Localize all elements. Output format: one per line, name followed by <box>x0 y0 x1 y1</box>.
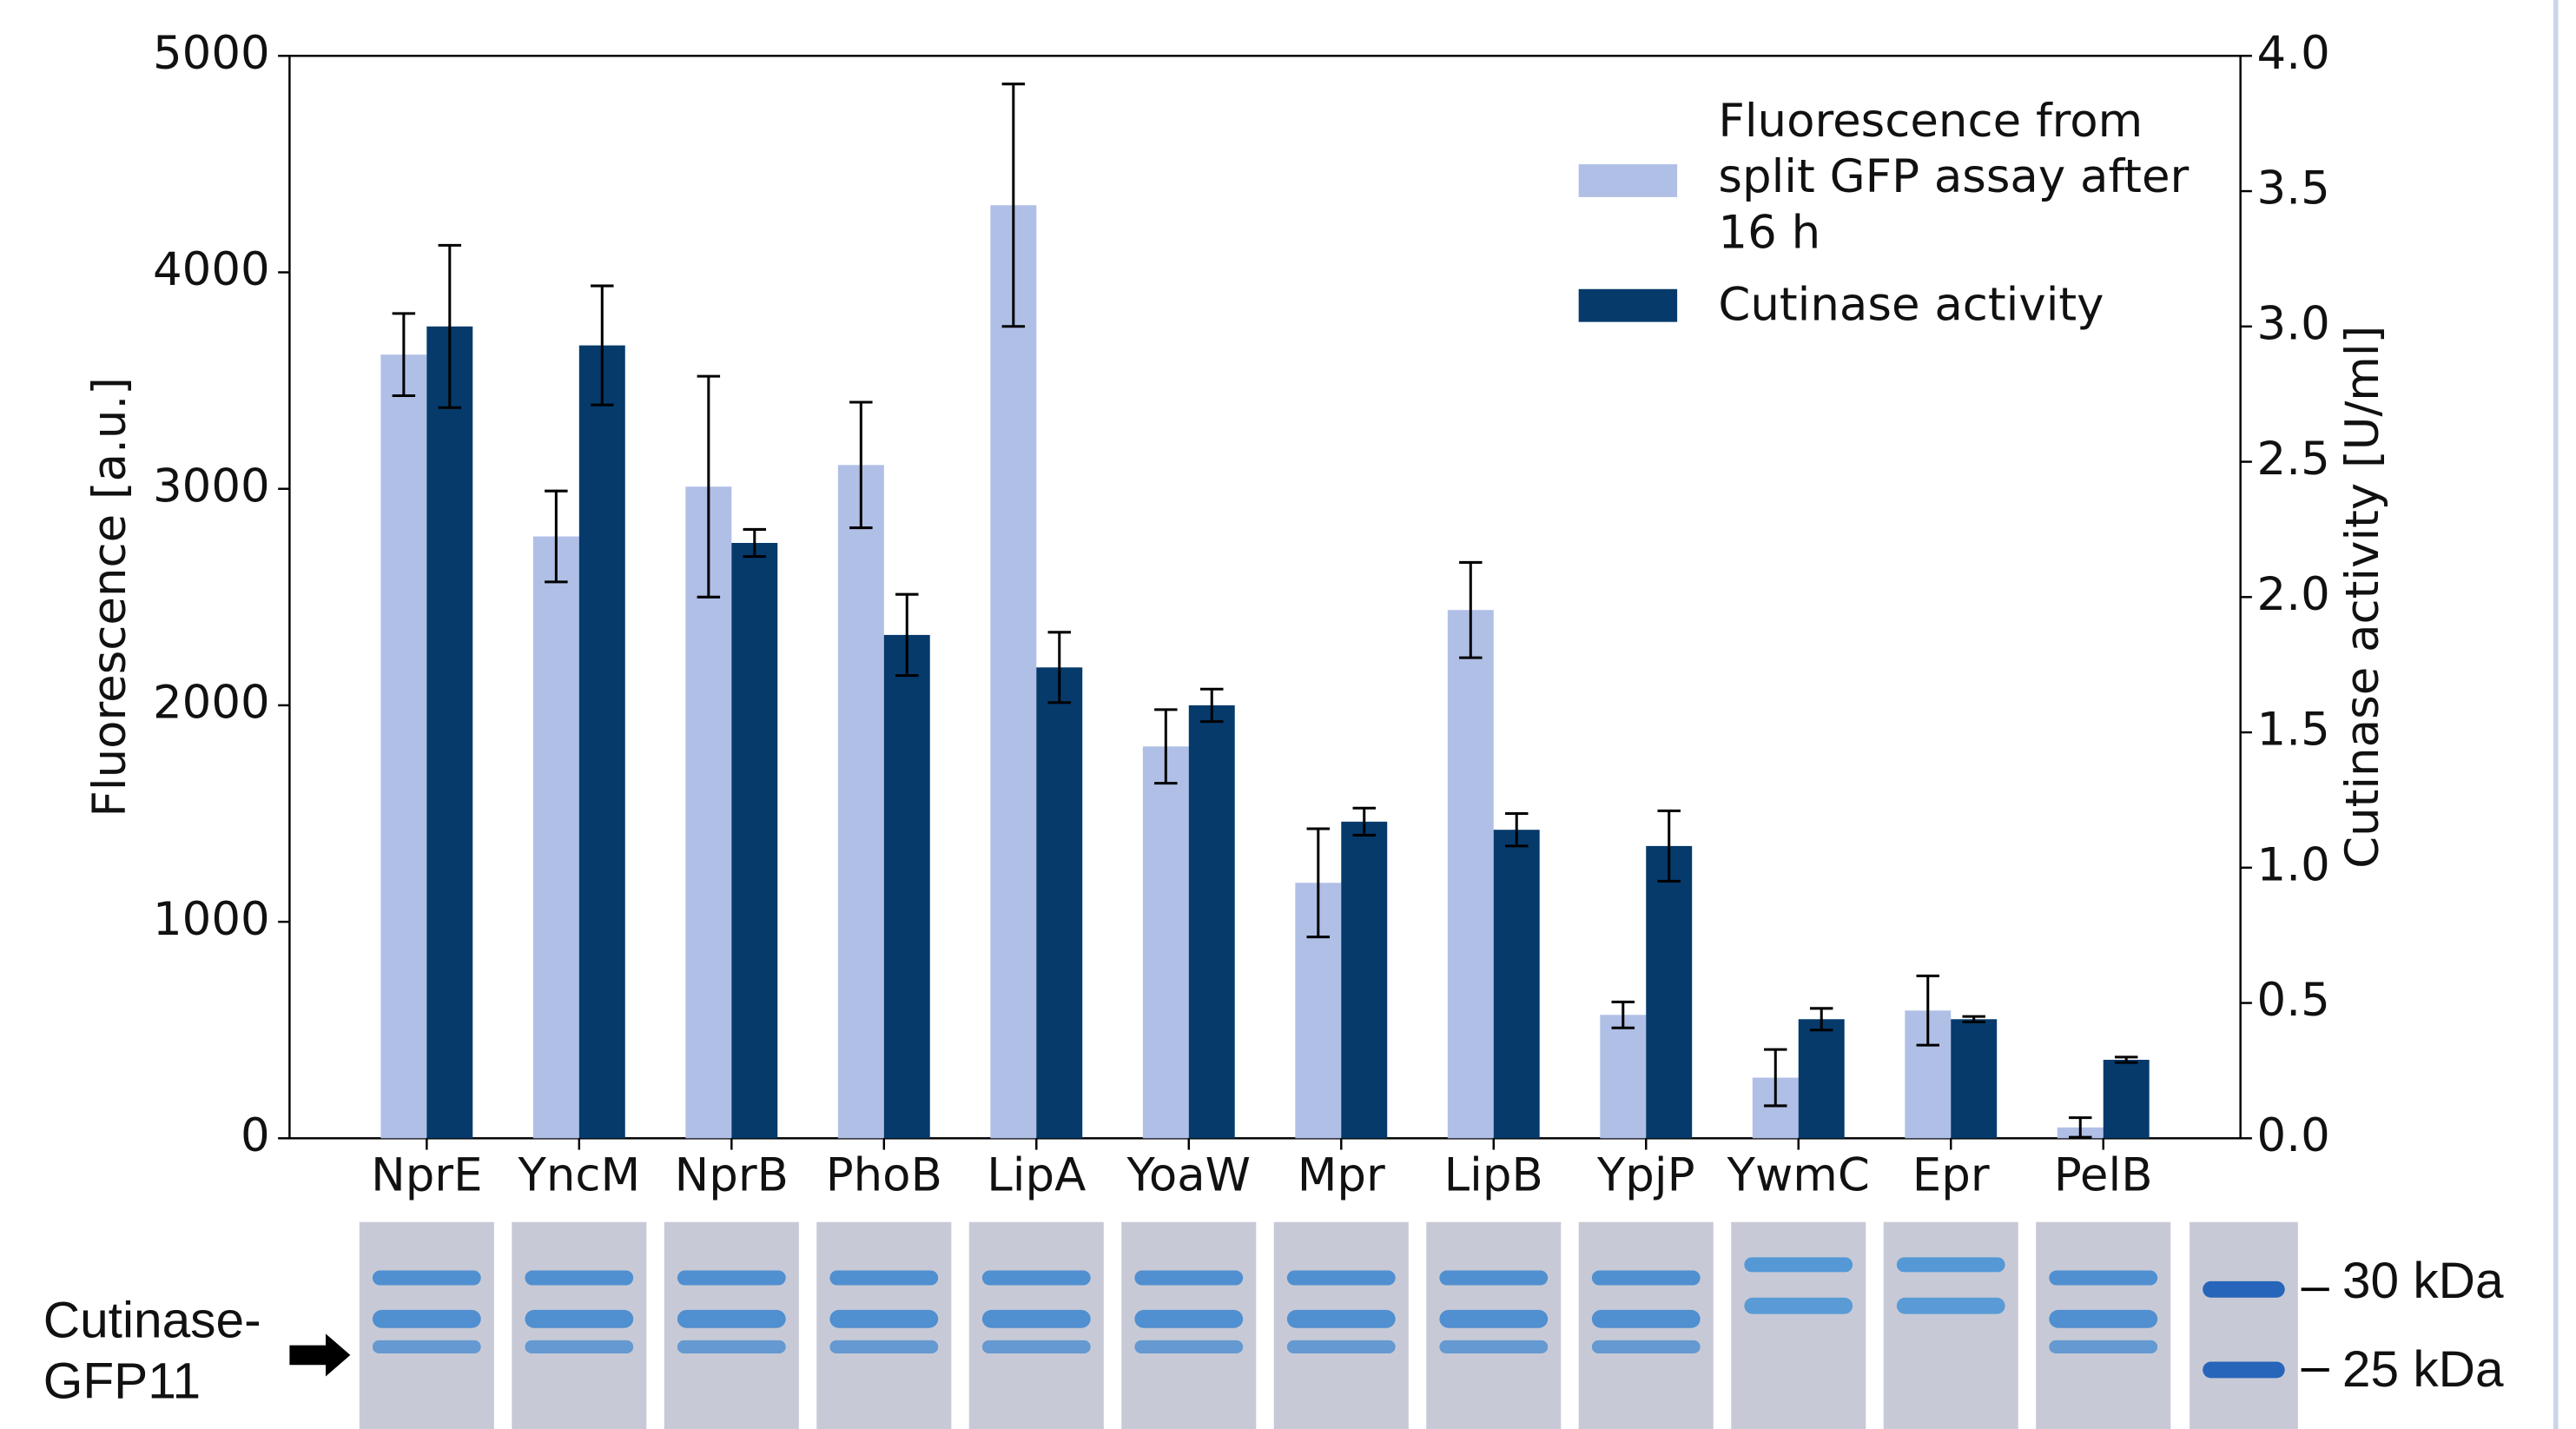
x-tick-label: PhoB <box>826 1148 942 1201</box>
x-tick-label: YwmC <box>1727 1148 1870 1201</box>
y2-tick-label: 3.5 <box>2257 162 2330 215</box>
gel-band <box>1592 1310 1701 1328</box>
gel-band <box>1287 1310 1396 1328</box>
y2-tick-label: 1.5 <box>2257 704 2330 757</box>
x-tick-label: YpjP <box>1596 1148 1695 1201</box>
bar <box>1799 1019 1845 1138</box>
gel-band <box>2203 1281 2285 1298</box>
x-tick-label: PelB <box>2054 1148 2153 1201</box>
gel-band <box>373 1271 481 1286</box>
y-tick-label: 3000 <box>153 460 270 513</box>
y2-tick-label: 1.0 <box>2257 838 2330 891</box>
gel-band <box>982 1340 1091 1353</box>
gel-band <box>373 1340 481 1353</box>
x-tick-label: YoaW <box>1126 1148 1251 1201</box>
gel-marker-label: 25 kDa <box>2342 1341 2504 1398</box>
y-tick-label: 1000 <box>153 893 270 946</box>
gel-band <box>829 1310 938 1328</box>
gel-band <box>1287 1271 1396 1286</box>
gel-band <box>829 1340 938 1353</box>
gel-band <box>525 1310 633 1328</box>
x-tick-label: NprB <box>675 1148 789 1201</box>
y2-axis-label: Cutinase activity [U/ml] <box>2336 326 2389 869</box>
gel-band <box>525 1340 633 1353</box>
x-tick-label: LipA <box>987 1148 1086 1201</box>
bar <box>1341 822 1387 1138</box>
gel-marker-label: 30 kDa <box>2342 1253 2504 1309</box>
bar <box>1646 846 1692 1138</box>
y2-tick-label: 3.0 <box>2257 297 2330 350</box>
bar <box>533 537 579 1139</box>
legend-entry: Cutinase activity <box>1718 278 2210 459</box>
gel-label: Cutinase- <box>43 1292 261 1348</box>
gel-band <box>2203 1361 2285 1378</box>
y2-tick-label: 2.0 <box>2257 568 2330 621</box>
gel-band <box>2049 1340 2157 1353</box>
gel-band <box>1592 1340 1701 1353</box>
gel-band <box>1744 1257 1853 1272</box>
bar <box>838 465 884 1138</box>
legend-label: Cutinase activity <box>1718 278 2210 334</box>
gel-band <box>525 1271 633 1286</box>
bar <box>990 205 1036 1138</box>
bar <box>1189 705 1235 1138</box>
legend-swatch <box>1579 289 1677 322</box>
bar <box>1951 1019 1997 1138</box>
gel-band <box>1897 1257 2005 1272</box>
y-tick-label: 0 <box>241 1109 270 1162</box>
figure: 0 1000 2000 3000 4000 5000 0.0 0.5 1.0 1.5 2.0 2.5 3… <box>0 0 2576 1429</box>
bar <box>1036 667 1082 1138</box>
x-tick-label: YncM <box>517 1148 640 1201</box>
gel-band <box>1744 1298 1853 1314</box>
gel-lane <box>1884 1222 2018 1429</box>
gel-band <box>982 1310 1091 1328</box>
legend-swatch <box>1579 164 1677 197</box>
y-tick-label: 4000 <box>153 243 270 296</box>
gel-band <box>982 1271 1091 1286</box>
legend-label: Fluorescence from split GFP assay after … <box>1718 94 2210 261</box>
x-tick-label: Epr <box>1912 1148 1990 1201</box>
legend-entry: Fluorescence from split GFP assay after … <box>1718 94 2210 275</box>
gel-band <box>2049 1310 2157 1328</box>
gel-band <box>1439 1310 1548 1328</box>
y-tick-label: 5000 <box>153 27 270 80</box>
gel-band <box>677 1310 786 1328</box>
gel-band <box>2049 1271 2157 1286</box>
bar <box>884 635 930 1138</box>
gel-band <box>1134 1340 1243 1353</box>
gel-band <box>1592 1271 1701 1286</box>
gel-band <box>1897 1298 2005 1314</box>
bar <box>579 346 625 1139</box>
gel-lane <box>2190 1222 2298 1429</box>
bar <box>731 543 777 1138</box>
y2-tick-label: 2.5 <box>2257 433 2330 486</box>
gel-band <box>1134 1271 1243 1286</box>
gel-band <box>677 1340 786 1353</box>
y2-tick-label: 0.0 <box>2257 1109 2330 1162</box>
bar <box>1600 1015 1646 1138</box>
bar <box>426 327 472 1139</box>
x-tick-label: NprE <box>371 1148 482 1201</box>
gel-band <box>1134 1310 1243 1328</box>
gel-band <box>1439 1271 1548 1286</box>
gel-band <box>1287 1340 1396 1353</box>
gel-band <box>829 1271 938 1286</box>
y2-tick-label: 0.5 <box>2257 974 2330 1027</box>
bar <box>1143 746 1189 1138</box>
x-tick-label: Mpr <box>1298 1148 1385 1201</box>
bar <box>2104 1060 2150 1138</box>
y2-tick-label: 4.0 <box>2257 27 2330 80</box>
gel-lane <box>1731 1222 1866 1429</box>
gel-band <box>677 1271 786 1286</box>
gel-label: GFP11 <box>43 1353 201 1409</box>
bar <box>1448 610 1494 1138</box>
bar <box>1494 830 1540 1138</box>
gel-band <box>373 1310 481 1328</box>
bar <box>380 354 426 1138</box>
gel-band <box>1439 1340 1548 1353</box>
y-axis-label: Fluorescence [a.u.] <box>83 377 136 817</box>
y-tick-label: 2000 <box>153 677 270 730</box>
x-tick-label: LipB <box>1444 1148 1543 1201</box>
